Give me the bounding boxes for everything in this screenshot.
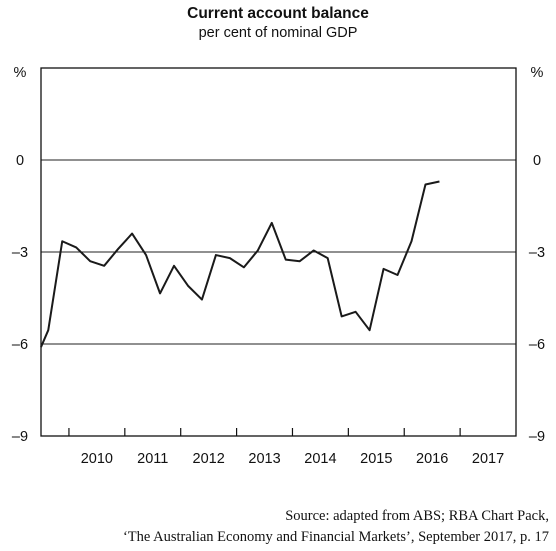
chart-subtitle: per cent of nominal GDP [199,25,358,41]
x-tick-label: 2013 [248,451,280,467]
x-tick-label: 2010 [81,451,113,467]
y-tick-label-left: –9 [12,429,28,445]
y-tick-label-right: –3 [529,245,545,261]
y-tick-label-right: –6 [529,337,545,353]
x-tick-label: 2015 [360,451,392,467]
x-tick-label: 2014 [304,451,336,467]
current-account-line [41,181,439,347]
x-tick-label: 2017 [472,451,504,467]
x-tick-label: 2011 [137,451,168,467]
x-axis-ticks: 2010 2011 2012 2013 2014 2015 2016 2017 [69,428,504,467]
gridlines [41,160,516,344]
y-axis-ticks: 0 0 –3 –3 –6 –6 –9 –9 [12,153,545,445]
y-unit-right: % [531,65,544,81]
source-line-2: ‘The Australian Economy and Financial Ma… [123,529,549,545]
source-line-1: Source: adapted from ABS; RBA Chart Pack… [285,508,549,524]
y-tick-label-left: –6 [12,337,28,353]
x-tick-label: 2012 [193,451,225,467]
chart-title: Current account balance [187,5,369,22]
y-tick-label-right: –9 [529,429,545,445]
x-tick-label: 2016 [416,451,448,467]
y-tick-label-left: –3 [12,245,28,261]
y-unit-left: % [14,65,27,81]
y-tick-label-right: 0 [533,153,541,169]
y-tick-label-left: 0 [16,153,24,169]
